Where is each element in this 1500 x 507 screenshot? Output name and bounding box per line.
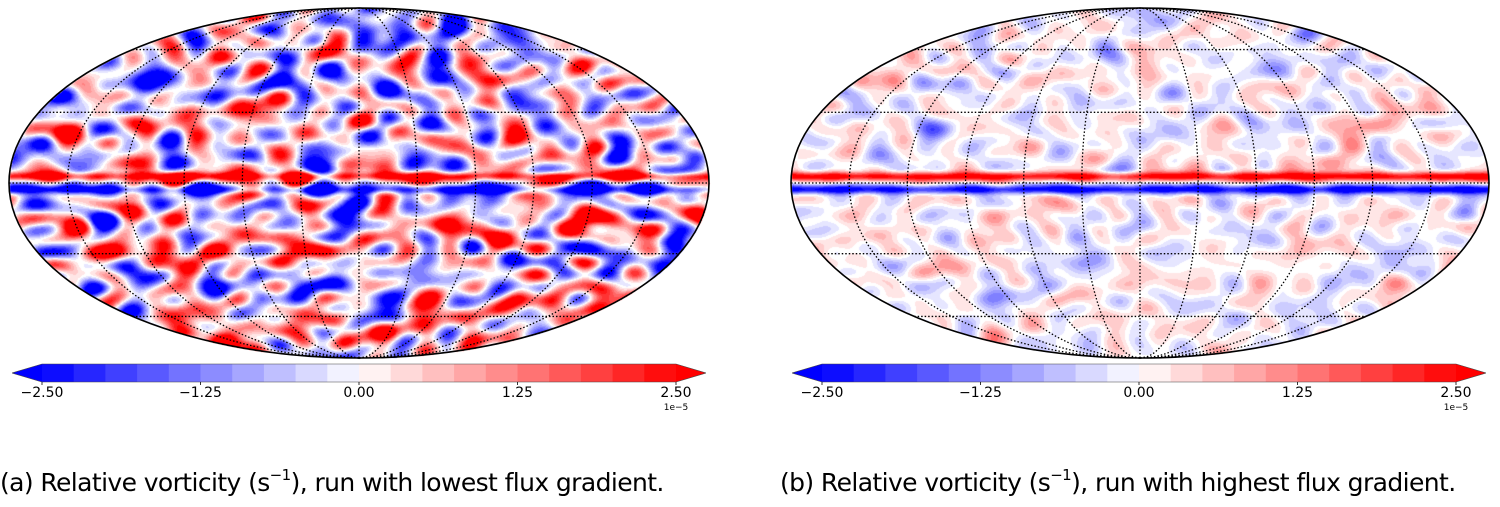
colorbar-segment [980,364,1013,382]
colorbar-segment [1234,364,1267,382]
tick-label: −2.50 [800,385,844,401]
colorbar-segment [390,364,423,382]
meridian-line [66,7,360,359]
colorbar-segment [1107,364,1140,382]
colorbar-segment [612,364,645,382]
colorbar-segment [1043,364,1077,382]
colorbar-segment [105,364,138,382]
caption-prefix: (b) Relative vorticity (s [780,468,1051,497]
colorbar-segment [948,364,982,382]
colorbar-segment [885,364,918,382]
meridian-line [358,7,593,359]
colorbar-segment [1012,364,1045,382]
colorbar-segment [1202,364,1235,382]
colorbar-segment [42,364,75,382]
meridian-line [300,7,360,359]
colorbar-segment [549,364,582,382]
meridian-line [1081,7,1141,359]
colorbar-segment [232,364,265,382]
colorbar-segment [1392,364,1425,382]
colorbar-segment [1424,364,1457,382]
colorbar-offset-label: 1e−5 [663,403,689,413]
tick-label: 2.50 [660,385,692,401]
caption-suffix: ), run with highest flux gradient. [1071,468,1456,497]
panel-a: −2.50 −1.25 0.00 1.25 2.50 1e−5 (a) Rela… [0,0,750,497]
colorbar-segment [644,364,677,382]
colorbar-b [792,363,1486,385]
colorbar-segment [454,364,487,382]
colorbar-segment [1075,364,1108,382]
colorbar-segment [580,364,614,382]
colorbar-segment [295,364,328,382]
colorbar-segment [1297,364,1330,382]
tick-label: 1.25 [501,385,534,401]
colorbar-segment [422,364,455,382]
colorbar-segment [517,364,550,382]
colorbar-segment [263,364,297,382]
colorbar-segment [917,364,950,382]
caption-exponent: −1 [1050,466,1072,484]
tick-label: 0.00 [343,385,375,401]
tick-label: −1.25 [179,385,222,401]
map-boundary [8,7,710,359]
meridian-line [358,7,652,359]
colorbar-segment [853,364,886,382]
colorbar-segment [168,364,202,382]
colorbar-extend-max [676,364,706,382]
caption-a: (a) Relative vorticity (s−1), run with l… [0,466,664,497]
colorbar-extend-min [12,364,42,382]
colorbar-segment [200,364,233,382]
colorbar-a [12,363,706,385]
meridian-line [848,7,1141,359]
colorbar-segment [1170,364,1203,382]
meridian-line [241,7,360,359]
colorbar-segment [1360,364,1394,382]
tick-label: 2.50 [1440,385,1472,401]
colorbar-segment [1329,364,1362,382]
caption-prefix: (a) Relative vorticity (s [0,468,270,497]
meridian-line [1139,7,1432,359]
caption-b: (b) Relative vorticity (s−1), run with h… [780,466,1456,497]
colorbar-segment [73,364,106,382]
panel-b: −2.50 −1.25 0.00 1.25 2.50 1e−5 (b) Rela… [780,0,1500,507]
meridian-line [906,7,1141,359]
colorbar-segment [137,364,170,382]
meridian-line [1139,7,1257,359]
colorbar-segment [327,364,360,382]
graticule-b [790,7,1490,359]
tick-label: 0.00 [1123,385,1155,401]
colorbar-segment [1139,364,1172,382]
map-boundary [790,7,1490,359]
colorbar-extend-min [792,364,822,382]
meridian-line [1139,7,1316,359]
colorbar-extend-max [1456,364,1486,382]
meridian-line [1023,7,1141,359]
tick-label: 1.25 [1281,385,1314,401]
colorbar-segment [359,364,392,382]
colorbar-segment [822,364,855,382]
caption-suffix: ), run with lowest flux gradient. [290,468,665,497]
tick-label: −1.25 [959,385,1002,401]
caption-exponent: −1 [269,466,292,484]
colorbar-segment [1265,364,1299,382]
colorbar-segment [485,364,519,382]
colorbar-offset-label: 1e−5 [1443,403,1469,413]
tick-label: −2.50 [20,385,64,401]
meridian-line [1139,7,1374,359]
graticule-a [8,7,710,359]
